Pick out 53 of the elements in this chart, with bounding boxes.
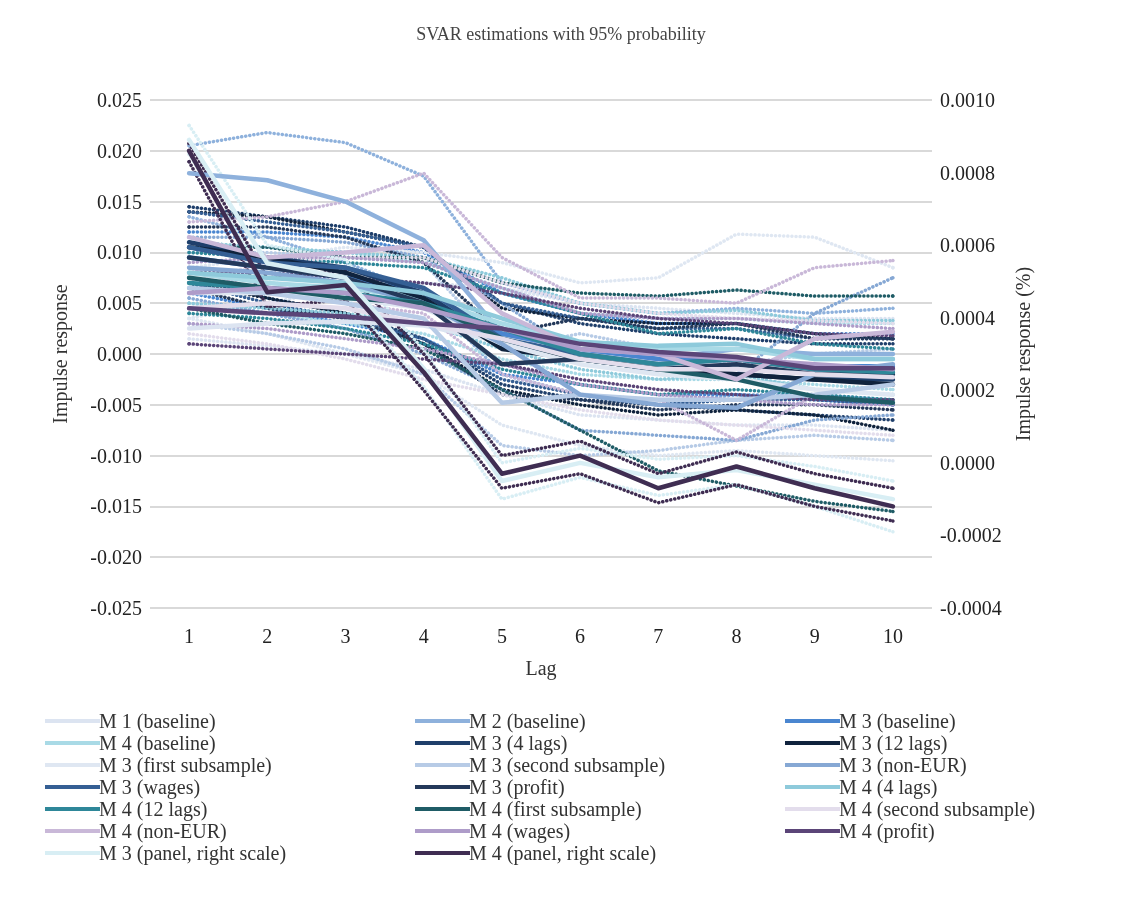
legend-label: M 4 (12 lags) [99, 798, 208, 821]
legend-label: M 3 (second subsample) [469, 754, 666, 777]
legend-label: M 4 (first subsample) [469, 798, 642, 821]
x-tick-label: 7 [653, 625, 664, 647]
y-tick-label: 0.025 [97, 89, 142, 111]
legend-label: M 3 (12 lags) [839, 732, 948, 755]
legend-label: M 4 (panel, right scale) [469, 842, 657, 865]
y2-axis-title: Impulse response (%) [1011, 266, 1035, 442]
x-tick-label: 6 [575, 625, 586, 647]
x-tick-label: 1 [184, 625, 195, 647]
legend-label: M 3 (non-EUR) [839, 754, 967, 777]
y-tick-label: -0.020 [90, 546, 142, 569]
legend-label: M 4 (second subsample) [839, 798, 1036, 821]
x-tick-label: 10 [882, 625, 903, 647]
y-tick-label: 0.000 [97, 343, 142, 365]
x-axis-title: Lag [525, 657, 557, 680]
legend-label: M 1 (baseline) [99, 710, 216, 733]
y2-tick-label: 0.0002 [940, 379, 995, 402]
x-tick-label: 4 [418, 625, 429, 647]
y-tick-label: 0.010 [97, 241, 142, 264]
y-tick-label: -0.005 [90, 393, 142, 416]
y2-tick-label: 0.0004 [940, 306, 995, 329]
y-tick-label: 0.020 [97, 139, 142, 162]
y-axis-title: Impulse response [49, 284, 72, 424]
legend-label: M 4 (baseline) [99, 732, 216, 755]
y2-tick-label: 0.0000 [940, 451, 995, 474]
x-tick-label: 8 [731, 625, 742, 647]
legend-label: M 2 (baseline) [469, 710, 586, 733]
y-tick-label: 0.005 [97, 292, 142, 315]
legend-label: M 4 (4 lags) [839, 776, 938, 799]
x-tick-label: 2 [262, 625, 273, 647]
legend-label: M 4 (non-EUR) [99, 820, 227, 843]
x-tick-label: 9 [809, 625, 820, 647]
legend-label: M 3 (baseline) [839, 710, 956, 733]
y-tick-label: -0.015 [90, 495, 142, 518]
chart-title: SVAR estimations with 95% probability [416, 24, 706, 44]
legend-label: M 3 (4 lags) [469, 732, 568, 755]
y-tick-label: 0.015 [97, 190, 142, 213]
y2-tick-label: 0.0008 [940, 161, 995, 184]
legend-label: M 3 (first subsample) [99, 754, 272, 777]
x-tick-label: 5 [496, 625, 507, 647]
legend-label: M 4 (wages) [469, 820, 571, 843]
legend-label: M 3 (wages) [99, 776, 201, 799]
y-tick-label: -0.010 [90, 444, 142, 467]
legend-label: M 3 (profit) [469, 776, 565, 799]
y2-tick-label: -0.0002 [940, 524, 1002, 547]
y2-tick-label: -0.0004 [940, 597, 1002, 619]
legend-label: M 4 (profit) [839, 820, 935, 843]
y-tick-label: -0.025 [90, 597, 142, 619]
y2-tick-label: 0.0006 [940, 234, 995, 257]
y2-tick-label: 0.0010 [940, 89, 995, 111]
x-tick-label: 3 [340, 625, 351, 647]
legend-label: M 3 (panel, right scale) [99, 842, 287, 865]
